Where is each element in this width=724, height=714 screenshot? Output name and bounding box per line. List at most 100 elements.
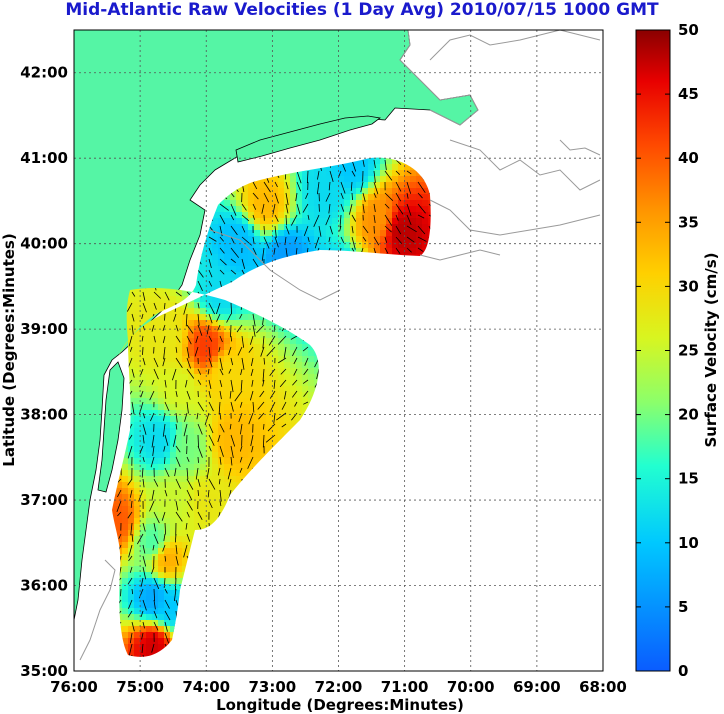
velocity-cell (296, 374, 302, 380)
velocity-cell (284, 362, 290, 368)
velocity-cell (248, 206, 254, 212)
velocity-cell (230, 350, 236, 356)
velocity-cell (368, 218, 374, 224)
velocity-cell (212, 416, 218, 422)
velocity-cell (212, 494, 218, 500)
velocity-cell (134, 314, 140, 320)
velocity-cell (170, 344, 176, 350)
velocity-cell (296, 188, 302, 194)
velocity-cell (254, 206, 260, 212)
velocity-cell (188, 488, 194, 494)
velocity-cell (206, 452, 212, 458)
velocity-cell (416, 206, 422, 212)
velocity-cell (374, 176, 380, 182)
velocity-cell (200, 344, 206, 350)
velocity-cell (140, 530, 146, 536)
velocity-cell (380, 218, 386, 224)
velocity-cell (212, 422, 218, 428)
velocity-cell (164, 398, 170, 404)
velocity-cell (236, 236, 242, 242)
velocity-cell (254, 356, 260, 362)
velocity-cell (146, 308, 152, 314)
velocity-cell (290, 350, 296, 356)
velocity-cell (320, 194, 326, 200)
velocity-cell (164, 428, 170, 434)
velocity-cell (278, 206, 284, 212)
velocity-cell (236, 254, 242, 260)
velocity-cell (392, 206, 398, 212)
velocity-cell (170, 290, 176, 296)
velocity-cell (296, 212, 302, 218)
velocity-cell (158, 428, 164, 434)
velocity-cell (266, 224, 272, 230)
velocity-cell (212, 476, 218, 482)
velocity-cell (356, 224, 362, 230)
velocity-cell (158, 356, 164, 362)
velocity-cell (188, 374, 194, 380)
velocity-cell (122, 494, 128, 500)
velocity-cell (320, 212, 326, 218)
velocity-cell (188, 470, 194, 476)
velocity-cell (218, 386, 224, 392)
velocity-cell (182, 482, 188, 488)
velocity-cell (176, 404, 182, 410)
velocity-cell (200, 374, 206, 380)
velocity-cell (260, 188, 266, 194)
velocity-cell (230, 308, 236, 314)
velocity-cell (332, 164, 338, 170)
velocity-cell (230, 446, 236, 452)
velocity-cell (242, 248, 248, 254)
velocity-cell (398, 206, 404, 212)
velocity-cell (272, 350, 278, 356)
velocity-cell (218, 260, 224, 266)
velocity-cell (398, 236, 404, 242)
velocity-cell (314, 368, 320, 374)
velocity-cell (296, 350, 302, 356)
velocity-cell (188, 362, 194, 368)
velocity-cell (404, 242, 410, 248)
velocity-cell (230, 404, 236, 410)
velocity-cell (164, 422, 170, 428)
velocity-cell (248, 188, 254, 194)
velocity-cell (236, 428, 242, 434)
velocity-cell (290, 344, 296, 350)
velocity-cell (188, 452, 194, 458)
velocity-cell (296, 176, 302, 182)
velocity-cell (290, 170, 296, 176)
velocity-cell (128, 362, 134, 368)
velocity-cell (206, 446, 212, 452)
velocity-cell (410, 200, 416, 206)
velocity-cell (320, 242, 326, 248)
velocity-cell (296, 194, 302, 200)
velocity-cell (140, 572, 146, 578)
velocity-cell (278, 404, 284, 410)
velocity-cell (236, 308, 242, 314)
velocity-cell (152, 308, 158, 314)
velocity-cell (218, 314, 224, 320)
velocity-cell (146, 452, 152, 458)
velocity-cell (332, 188, 338, 194)
velocity-cell (182, 524, 188, 530)
velocity-cell (308, 230, 314, 236)
velocity-cell (326, 230, 332, 236)
velocity-cell (194, 452, 200, 458)
velocity-cell (218, 356, 224, 362)
velocity-cell (134, 428, 140, 434)
velocity-cell (248, 446, 254, 452)
velocity-cell (236, 212, 242, 218)
velocity-cell (248, 392, 254, 398)
velocity-cell (128, 296, 134, 302)
velocity-cell (224, 374, 230, 380)
velocity-cell (152, 512, 158, 518)
velocity-cell (356, 236, 362, 242)
velocity-cell (380, 212, 386, 218)
velocity-cell (218, 452, 224, 458)
velocity-cell (182, 296, 188, 302)
velocity-cell (158, 380, 164, 386)
velocity-cell (410, 188, 416, 194)
velocity-cell (260, 368, 266, 374)
velocity-cell (326, 176, 332, 182)
velocity-cell (182, 344, 188, 350)
velocity-cell (182, 386, 188, 392)
velocity-cell (176, 344, 182, 350)
